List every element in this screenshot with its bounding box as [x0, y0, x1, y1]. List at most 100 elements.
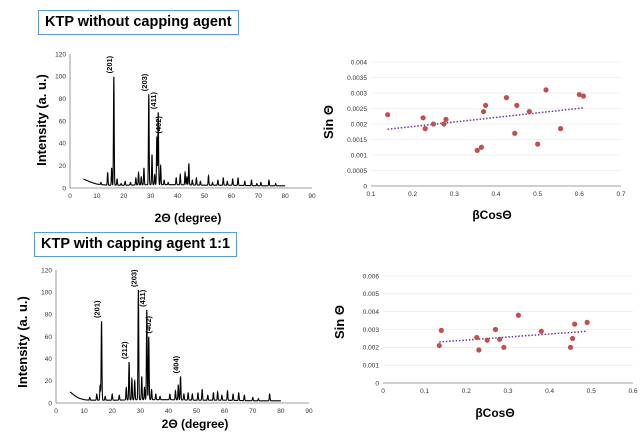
x-tick-label: 80 [277, 408, 285, 415]
y-tick-label: 120 [55, 51, 66, 58]
y-tick-label: 0 [375, 380, 379, 387]
y-tick-label: 40 [59, 141, 67, 148]
x-tick-label: 50 [201, 193, 209, 200]
x-tick-label: 0.3 [503, 388, 512, 395]
y-tick-label: 120 [41, 267, 52, 274]
data-point [474, 334, 480, 341]
x-tick-label: 0.1 [420, 388, 429, 395]
data-point [526, 109, 532, 115]
y-tick-label: 0.001 [351, 152, 368, 159]
x-tick-label: 70 [249, 408, 257, 415]
x-axis-title: 2Θ (degree) [162, 417, 229, 431]
data-point [543, 87, 549, 93]
x-tick-label: 80 [281, 193, 289, 200]
peak-label: (402) [154, 116, 163, 134]
x-tick-label: 0 [381, 388, 385, 395]
x-tick-label: 20 [120, 193, 128, 200]
data-point [580, 93, 587, 99]
y-tick-label: 0.0005 [347, 168, 367, 175]
x-tick-label: 0.6 [628, 388, 637, 395]
y-tick-label: 0.002 [351, 121, 368, 128]
x-tick-label: 0.2 [408, 191, 417, 198]
x-tick-label: 0.5 [533, 191, 542, 198]
wh-bot-chart: 0 0.1 0.2 0.3 0.4 0.5 0.6 0 0.001 0.002 0.003 0.004… [332, 273, 638, 420]
data-point [538, 328, 544, 334]
y-axis-title: Intensity (a. u.) [15, 296, 30, 388]
data-point [515, 312, 522, 318]
x-tick-label: 50 [193, 408, 201, 415]
data-point [430, 121, 437, 127]
peak-label: (404) [172, 355, 181, 373]
x-tick-label: 90 [308, 193, 316, 200]
x-tick-label: 0.3 [450, 191, 459, 198]
data-point [557, 126, 564, 132]
x-tick-label: 30 [137, 408, 145, 415]
x-tick-label: 90 [305, 408, 313, 415]
peak-label: (402) [144, 315, 153, 333]
section-label-without-capping: KTP without capping agent [38, 10, 239, 35]
data-point [501, 344, 507, 350]
xrd-pattern-line [83, 76, 286, 187]
peak-label: (201) [93, 300, 102, 318]
x-axis-title: βCosΘ [475, 406, 514, 420]
data-point [478, 144, 485, 150]
y-tick-label: 100 [55, 74, 66, 81]
x-tick-label: 40 [165, 408, 173, 415]
x-axis-title: 2Θ (degree) [155, 211, 222, 225]
x-tick-label: 0 [54, 408, 58, 415]
y-axis-title: Intensity (a. u.) [34, 74, 49, 166]
data-point [492, 326, 499, 333]
data-point [443, 116, 449, 122]
data-point [584, 319, 590, 325]
data-point [569, 335, 576, 342]
y-tick-label: 0.006 [363, 273, 380, 280]
x-tick-label: 0.7 [616, 191, 625, 198]
y-tick-label: 0.0015 [347, 137, 367, 144]
x-tick-label: 70 [255, 193, 263, 200]
x-tick-label: 0.6 [575, 191, 584, 198]
section-label-with-capping: KTP with capping agent 1:1 [34, 232, 238, 257]
y-tick-label: 0 [363, 183, 367, 190]
data-point [484, 337, 490, 343]
y-tick-label: 0.004 [363, 309, 380, 316]
data-point [476, 347, 482, 353]
data-point [422, 126, 428, 132]
data-point [497, 336, 503, 342]
x-tick-label: 20 [109, 408, 117, 415]
data-point [441, 121, 447, 127]
x-tick-label: 10 [93, 193, 101, 200]
y-tick-label: 40 [45, 356, 53, 363]
data-point [576, 91, 582, 98]
data-point [572, 321, 578, 327]
y-tick-label: 0.002 [363, 345, 380, 352]
y-tick-label: 0.0025 [347, 106, 367, 113]
y-tick-label: 0.003 [363, 327, 380, 334]
y-tick-label: 60 [45, 334, 53, 341]
x-tick-label: 0.4 [545, 388, 554, 395]
x-tick-label: 40 [174, 193, 182, 200]
y-axis-title: Sin Θ [321, 105, 336, 139]
y-tick-label: 0.001 [363, 362, 380, 369]
x-tick-label: 60 [221, 408, 229, 415]
xrd-top-chart: 0 10 20 30 40 50 60 70 80 90 0 20 40 60 80 100 120 2Θ (de… [34, 51, 316, 225]
y-tick-label: 0 [48, 400, 52, 407]
y-tick-label: 60 [59, 118, 67, 125]
y-tick-label: 80 [45, 312, 53, 319]
data-point [480, 109, 487, 115]
data-point [436, 342, 442, 349]
data-point [567, 344, 574, 350]
x-tick-label: 10 [80, 408, 88, 415]
peak-label: (203) [140, 73, 149, 91]
data-point [514, 102, 520, 108]
x-tick-label: 0 [68, 193, 72, 200]
peak-label: (201) [105, 55, 114, 73]
x-tick-label: 0.1 [366, 191, 375, 198]
peak-label: (212) [120, 341, 129, 359]
y-tick-label: 20 [45, 378, 53, 385]
peak-label: (411) [138, 289, 147, 307]
y-tick-label: 0.004 [351, 59, 368, 66]
x-tick-label: 0.5 [587, 388, 596, 395]
data-point [474, 147, 480, 153]
x-axis-title: βCosΘ [472, 208, 511, 222]
xrd-bot-chart: 0 10 20 30 40 50 60 70 80 90 0 20 40 60 80 100 120 2Θ (de… [15, 267, 313, 431]
